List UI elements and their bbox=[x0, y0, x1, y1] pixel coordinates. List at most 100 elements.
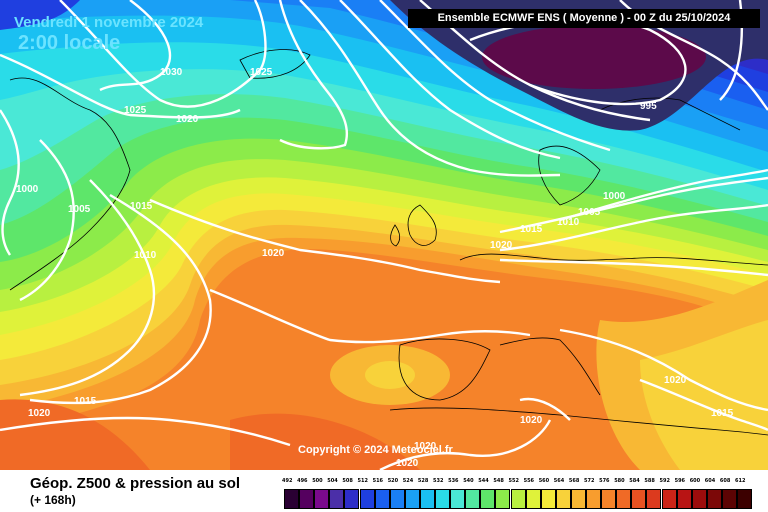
scale-swatch bbox=[374, 489, 390, 509]
isobar-label: 1015 bbox=[520, 224, 543, 235]
scale-swatch bbox=[646, 489, 662, 509]
scale-swatch bbox=[495, 489, 511, 509]
scale-label: 500 bbox=[312, 478, 323, 484]
isobar-label: 1020 bbox=[28, 408, 51, 419]
isobar-1030 bbox=[99, 0, 172, 92]
isobar-1015-north bbox=[299, 0, 561, 177]
legend-bar: Géop. Z500 & pression au sol (+ 168h) 49… bbox=[0, 470, 768, 512]
isobar-label: 1010 bbox=[134, 250, 157, 261]
isobar-1015-east bbox=[499, 258, 768, 277]
scale-label: 608 bbox=[719, 478, 731, 484]
isobar-1025 bbox=[0, 53, 241, 119]
isobar-label: 1015 bbox=[130, 201, 153, 212]
isobar-1020-south bbox=[379, 419, 552, 470]
isobar-1005-east bbox=[499, 176, 768, 234]
scale-swatch bbox=[737, 489, 752, 509]
isobar-label: 1005 bbox=[68, 204, 91, 215]
scale-swatch bbox=[419, 489, 435, 509]
isobar-label: 995 bbox=[640, 101, 657, 112]
scale-label: 576 bbox=[599, 478, 610, 484]
model-run-banner: Ensemble ECMWF ENS ( Moyenne ) - 00 Z du… bbox=[408, 9, 760, 28]
isobar-label: 1025 bbox=[250, 67, 273, 78]
isobar-1010 bbox=[19, 179, 156, 397]
scale-label: 516 bbox=[372, 478, 384, 484]
isobar-label: 1010 bbox=[557, 217, 580, 228]
scale-swatch bbox=[314, 489, 330, 509]
legend-title: Géop. Z500 & pression au sol bbox=[30, 475, 241, 492]
z500-band-nw bbox=[0, 0, 80, 30]
z500-band-580 bbox=[0, 399, 150, 470]
scale-swatch bbox=[359, 489, 375, 509]
isobar-1015 bbox=[29, 193, 212, 405]
scale-swatch bbox=[616, 489, 632, 509]
isobar-label: 1020 bbox=[664, 375, 687, 386]
scale-label: 588 bbox=[644, 478, 655, 484]
scale-label: 508 bbox=[342, 478, 353, 484]
scale-label: 592 bbox=[659, 478, 670, 484]
scale-label: 528 bbox=[417, 478, 429, 484]
weather-map: 1030 1025 1025 1020 995 1000 1005 1015 1… bbox=[0, 0, 768, 470]
scale-label: 568 bbox=[568, 478, 580, 484]
scale-label: 580 bbox=[614, 478, 625, 484]
scandinavia-coast bbox=[538, 145, 601, 206]
isobar-labels: 1030 1025 1025 1020 995 1000 1005 1015 1… bbox=[16, 67, 734, 469]
scale-swatch bbox=[691, 489, 707, 509]
copyright-text: Copyright © 2024 Meteociel.fr bbox=[298, 444, 453, 456]
scale-swatch bbox=[540, 489, 556, 509]
scale-swatch bbox=[435, 489, 450, 509]
isobar-label: 1020 bbox=[414, 441, 437, 452]
isobars bbox=[0, 0, 768, 470]
scale-label: 612 bbox=[735, 478, 746, 484]
isobar-1020-north bbox=[278, 0, 349, 150]
isobar-1025-north bbox=[59, 0, 267, 108]
iceland-coast bbox=[239, 49, 311, 79]
isobar-label: 1020 bbox=[490, 240, 513, 251]
coastlines bbox=[9, 49, 768, 436]
scale-swatch bbox=[299, 489, 315, 509]
scale-swatch bbox=[389, 489, 405, 509]
forecast-time: 2:00 locale bbox=[18, 32, 121, 54]
isobar-1000-west bbox=[0, 109, 20, 256]
uk-coast bbox=[407, 204, 437, 246]
legend-subtitle: (+ 168h) bbox=[30, 493, 76, 507]
scale-swatch bbox=[284, 489, 299, 509]
scale-swatch bbox=[329, 489, 345, 509]
scale-label: 600 bbox=[689, 478, 701, 484]
isobar-1015-se bbox=[639, 378, 768, 432]
greenland-coast bbox=[9, 77, 131, 291]
isobar-label: 1005 bbox=[578, 207, 601, 218]
isobar-1000-mid bbox=[559, 168, 768, 222]
isobar-label: 1020 bbox=[520, 415, 543, 426]
scale-label: 604 bbox=[704, 478, 716, 484]
scale-label: 540 bbox=[463, 478, 474, 484]
scale-label: 556 bbox=[523, 478, 535, 484]
africa-coast bbox=[389, 407, 768, 436]
isobar-label: 1015 bbox=[711, 408, 734, 419]
isobar-label: 1015 bbox=[74, 396, 97, 407]
map-canvas: 1030 1025 1025 1020 995 1000 1005 1015 1… bbox=[0, 0, 768, 470]
scale-label: 496 bbox=[297, 478, 308, 484]
isobar-1020-mid bbox=[209, 288, 531, 344]
isobar-1020-east bbox=[559, 328, 768, 412]
scale-swatch bbox=[465, 489, 481, 509]
isobar-1010-east bbox=[499, 203, 768, 252]
scale-swatch bbox=[601, 489, 617, 509]
z500-band-east-inner bbox=[640, 320, 768, 470]
europe-north-coast bbox=[459, 253, 768, 266]
isobar-1020-africa bbox=[519, 397, 571, 421]
scale-swatch bbox=[510, 489, 526, 509]
isobar-1005-north bbox=[379, 0, 611, 152]
iberia-coast bbox=[398, 338, 491, 401]
z500-band-492 bbox=[482, 25, 706, 89]
scale-label: 596 bbox=[674, 478, 686, 484]
scale-label: 560 bbox=[538, 478, 550, 484]
scale-swatch bbox=[570, 489, 586, 509]
scale-swatch bbox=[631, 489, 647, 509]
scale-swatch bbox=[586, 489, 601, 509]
z500-core-iberia-inner bbox=[365, 361, 415, 389]
isobar-1005-west bbox=[19, 139, 75, 302]
scale-label: 572 bbox=[584, 478, 595, 484]
z500-band-580b bbox=[230, 413, 420, 470]
scale-label: 548 bbox=[493, 478, 504, 484]
scale-label: 512 bbox=[357, 478, 368, 484]
